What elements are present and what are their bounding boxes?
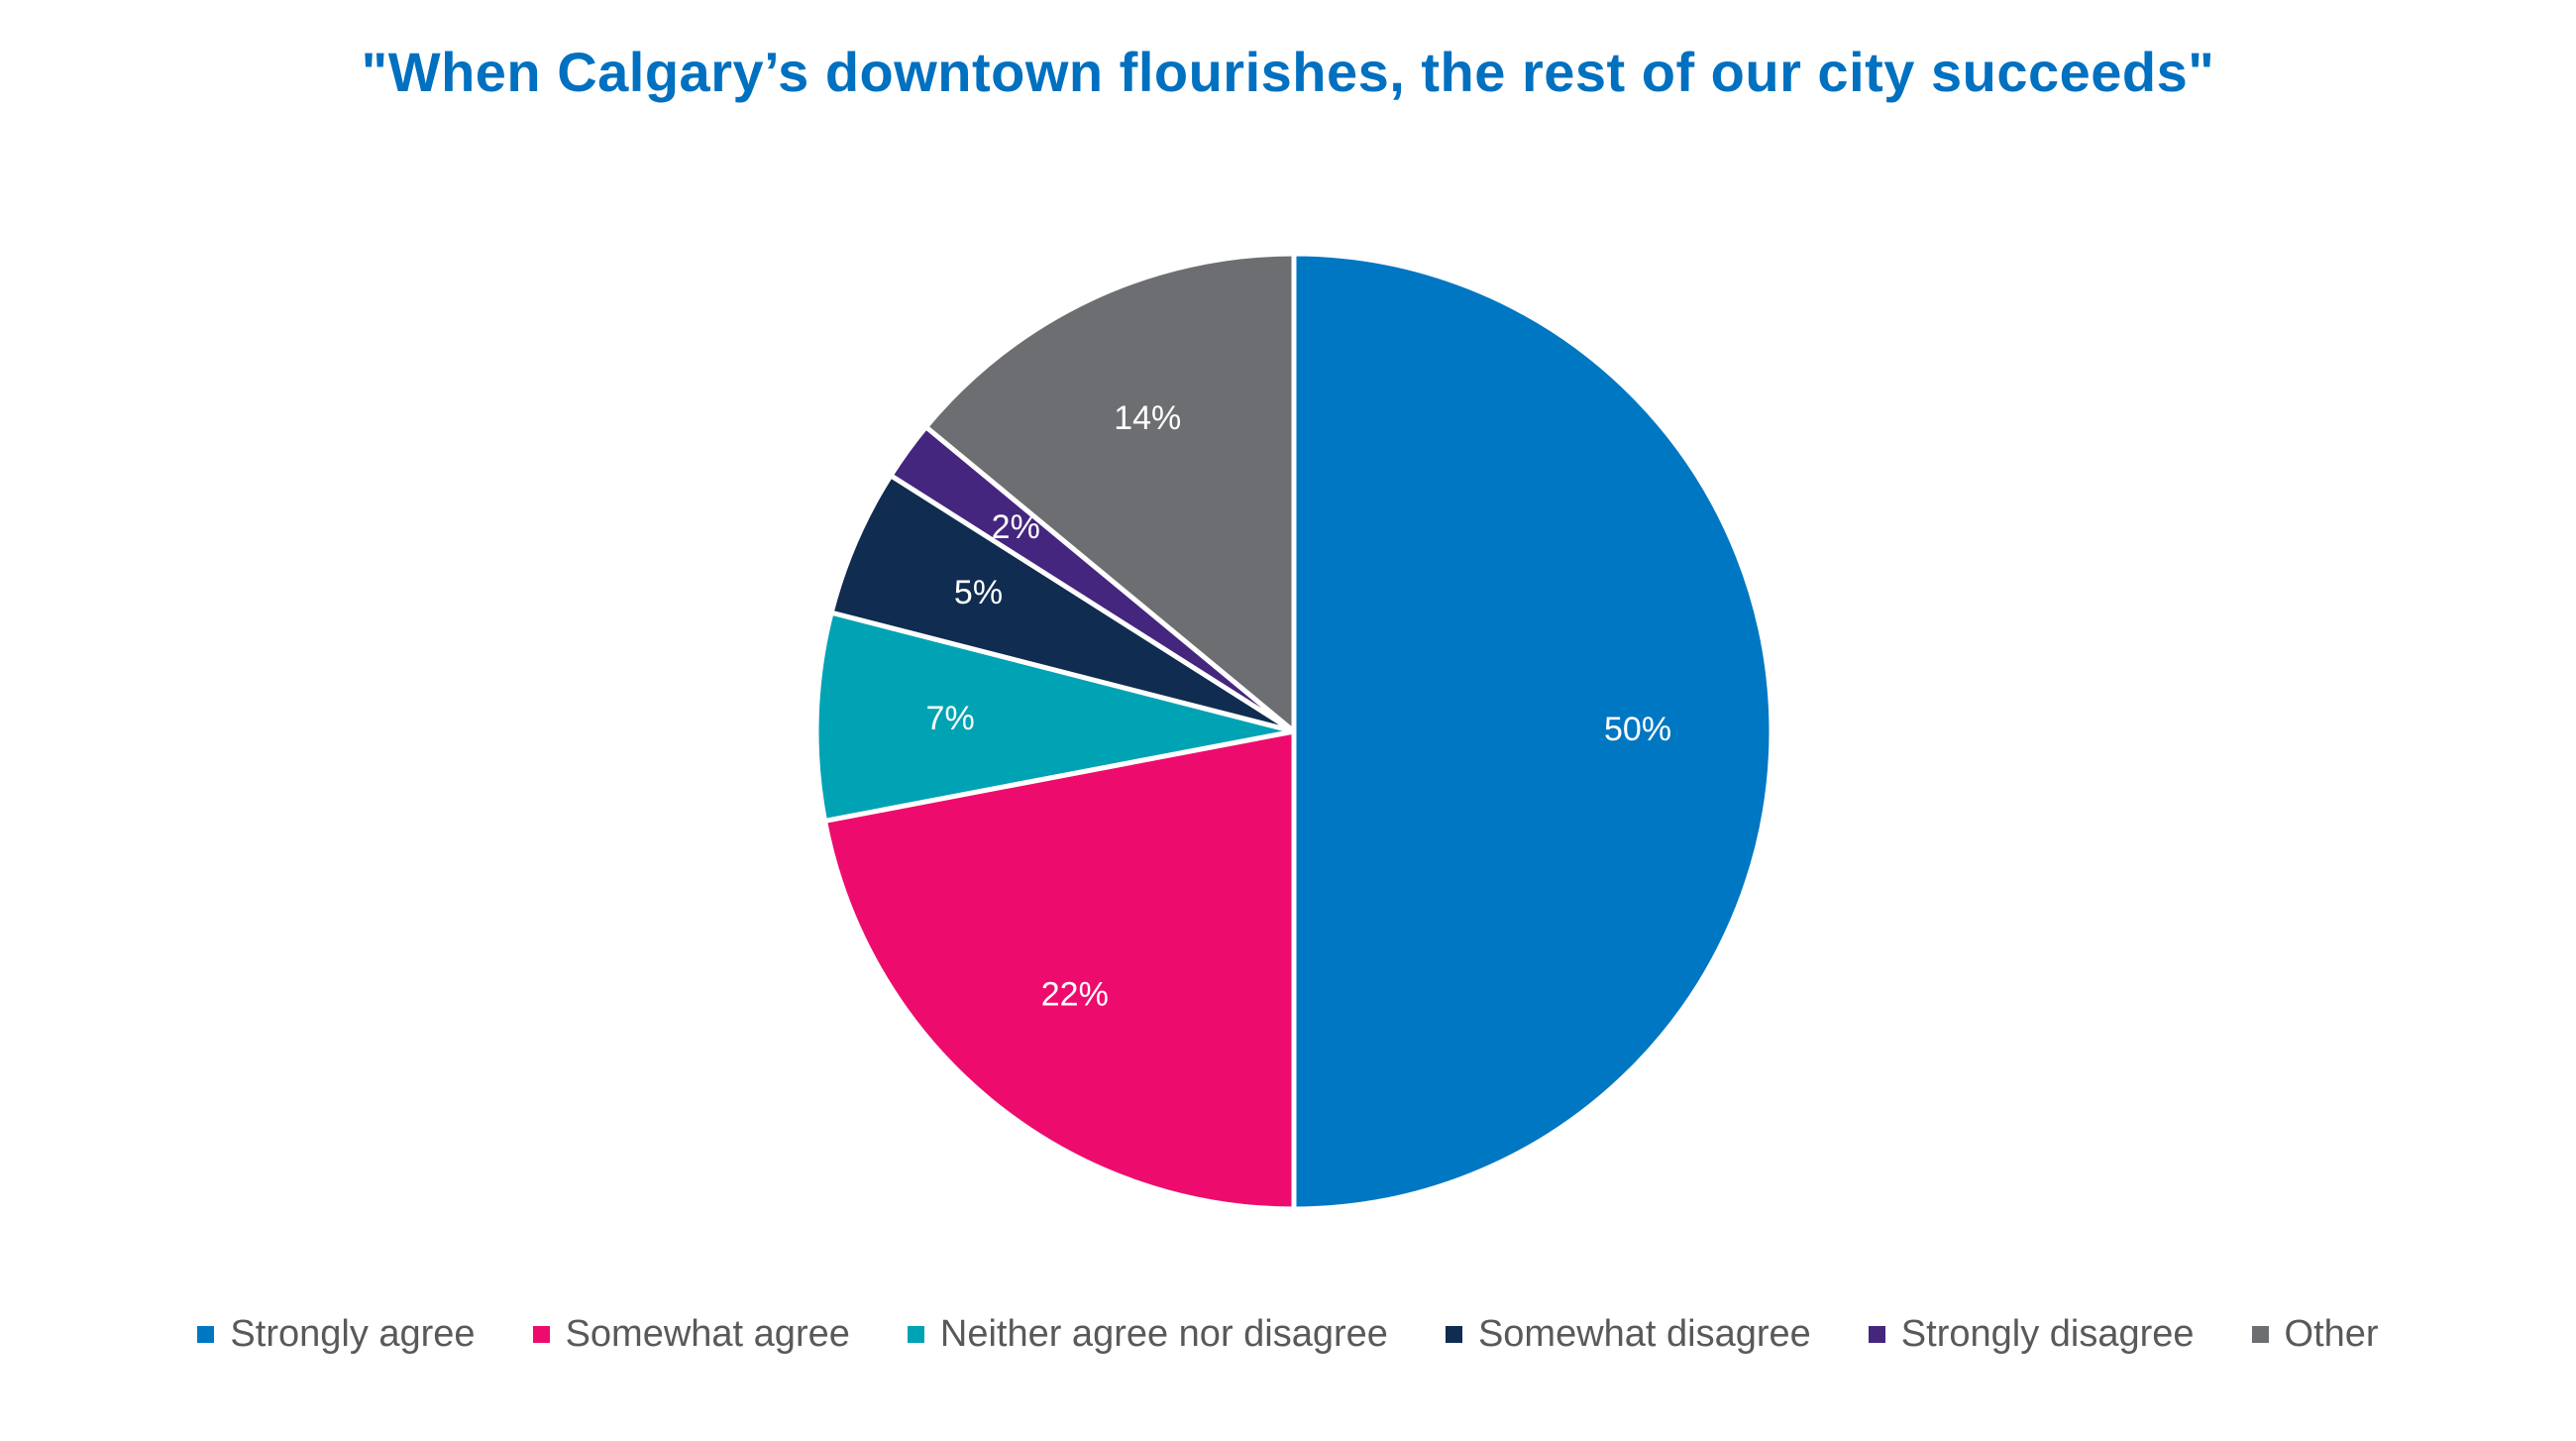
legend-swatch bbox=[2251, 1326, 2269, 1343]
pie-slice-somewhat-disagree bbox=[828, 473, 1297, 734]
slice-label-somewhat-disagree: 5% bbox=[954, 574, 1003, 611]
legend-swatch bbox=[197, 1326, 215, 1343]
legend-label: Strongly disagree bbox=[1900, 1313, 2195, 1355]
slice-label-neither-agree-nor-disagree: 7% bbox=[926, 700, 975, 737]
legend-item-other: Other bbox=[2251, 1313, 2379, 1356]
slice-label-other: 14% bbox=[1114, 399, 1181, 437]
slice-label-strongly-agree: 50% bbox=[1604, 711, 1671, 748]
pie-slice-other bbox=[923, 251, 1297, 734]
pie-slice-neither-agree-nor-disagree bbox=[813, 610, 1297, 824]
slice-label-somewhat-agree: 22% bbox=[1041, 975, 1109, 1013]
legend-label: Somewhat disagree bbox=[1477, 1313, 1811, 1355]
legend-item-strongly-disagree: Strongly disagree bbox=[1868, 1313, 2195, 1356]
pie-slice-somewhat-agree bbox=[822, 728, 1297, 1212]
legend-label: Somewhat agree bbox=[565, 1313, 850, 1355]
slice-label-strongly-disagree: 2% bbox=[992, 508, 1040, 546]
legend-swatch bbox=[907, 1326, 924, 1343]
legend-label: Other bbox=[2284, 1313, 2379, 1355]
pie-slice-labels: 50% 22% 7% 5% 2% 14% bbox=[926, 399, 1672, 1013]
legend-item-somewhat-agree: Somewhat agree bbox=[532, 1313, 850, 1356]
legend-swatch bbox=[1445, 1326, 1462, 1343]
legend-label: Strongly agree bbox=[230, 1313, 476, 1355]
legend-label: Neither agree nor disagree bbox=[939, 1313, 1388, 1355]
pie-slice-strongly-agree bbox=[1291, 251, 1774, 1212]
pie-slices bbox=[813, 251, 1774, 1212]
legend-item-strongly-agree: Strongly agree bbox=[197, 1313, 476, 1356]
chart-legend: Strongly agree Somewhat agree Neither agre… bbox=[0, 1313, 2576, 1356]
legend-swatch bbox=[1868, 1326, 1885, 1343]
legend-item-neither-agree-nor-disagree: Neither agree nor disagree bbox=[907, 1313, 1388, 1356]
chart-title: "When Calgary’s downtown flourishes, the… bbox=[361, 41, 2215, 103]
legend-item-somewhat-disagree: Somewhat disagree bbox=[1445, 1313, 1811, 1356]
legend-swatch bbox=[532, 1326, 550, 1343]
